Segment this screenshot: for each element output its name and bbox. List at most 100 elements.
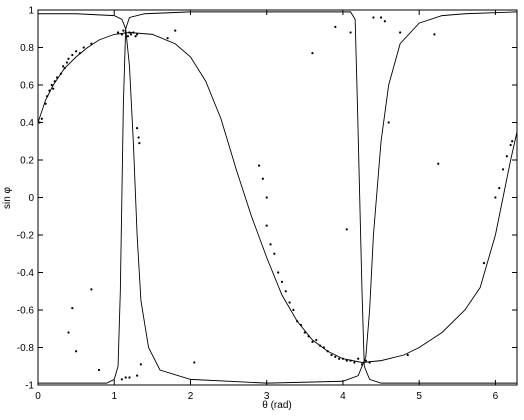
- scatter-point: [288, 301, 291, 304]
- plot-frame: [37, 9, 518, 386]
- scatter-point: [48, 89, 51, 92]
- scatter-point: [433, 33, 436, 36]
- scatter-point: [334, 25, 337, 28]
- scatter-point: [330, 353, 333, 357]
- scatter-point: [128, 376, 131, 379]
- y-tick-label: -0.6: [17, 306, 35, 317]
- scatter-point: [387, 121, 390, 124]
- scatter-point: [383, 20, 386, 23]
- scatter-point: [46, 95, 49, 98]
- y-tick-label: 0.2: [20, 156, 34, 167]
- scatter-point: [509, 143, 512, 147]
- scatter-point: [349, 31, 352, 34]
- y-tick-label: 0: [28, 193, 34, 204]
- y-tick-label: 1: [28, 6, 34, 17]
- scatter-point: [120, 33, 123, 36]
- scatter-point: [501, 168, 505, 171]
- x-tick-label: 0: [35, 391, 41, 402]
- scatter-point: [65, 61, 69, 64]
- scatter-point: [62, 65, 65, 68]
- scatter-point: [71, 53, 74, 57]
- x-tick-label: 4: [340, 391, 346, 402]
- y-tick-label: 0.4: [20, 118, 34, 129]
- y-tick-label: -0.2: [17, 231, 35, 242]
- scatter-point: [59, 72, 62, 75]
- scatter-point: [78, 52, 82, 55]
- scatter-point: [166, 37, 169, 40]
- scatter-point: [311, 52, 314, 55]
- scatter-point: [137, 136, 140, 139]
- scatter-point: [261, 177, 264, 180]
- scatter-point: [67, 331, 70, 334]
- scatter-point: [38, 121, 41, 124]
- x-tick-label: 6: [493, 391, 499, 402]
- scatter-point: [129, 33, 133, 36]
- scatter-point: [53, 80, 56, 83]
- y-tick-label: -0.4: [17, 268, 35, 279]
- curve: [38, 11, 518, 384]
- scatter-point: [399, 31, 402, 34]
- scatter-point: [296, 320, 299, 323]
- x-tick-label: 3: [264, 391, 270, 402]
- y-tick-label: 0.6: [20, 81, 34, 92]
- scatter-point: [90, 288, 93, 291]
- scatter-point: [63, 67, 66, 70]
- scatter-point: [364, 359, 367, 362]
- scatter-point: [265, 196, 268, 199]
- scatter-point: [368, 361, 371, 364]
- y-tick-label: 0.8: [20, 43, 34, 54]
- scatter-point: [322, 346, 325, 349]
- scatter-point: [292, 308, 295, 312]
- scatter-point: [338, 357, 341, 360]
- scatter-point: [136, 33, 139, 36]
- scatter-point: [139, 363, 143, 366]
- scatter-point: [307, 335, 310, 338]
- scatter-point: [505, 155, 508, 158]
- scatter-point: [120, 378, 123, 381]
- scatter-point: [315, 338, 318, 342]
- scatter-point: [90, 42, 93, 45]
- scatter-point: [193, 361, 196, 364]
- scatter-point: [134, 35, 137, 38]
- x-tick-label: 1: [111, 391, 117, 402]
- scatter-point: [136, 374, 139, 377]
- scatter-point: [174, 29, 177, 32]
- scatter-point: [498, 187, 501, 190]
- scatter-point: [257, 164, 261, 167]
- scatter-point: [55, 76, 59, 79]
- scatter-point: [116, 31, 120, 34]
- curve: [38, 11, 517, 384]
- scatter-point: [299, 323, 303, 327]
- scatter-point: [124, 31, 127, 34]
- scatter-point: [126, 35, 130, 38]
- scatter-point: [138, 142, 141, 145]
- scatter-point: [71, 307, 74, 310]
- scatter-point: [136, 127, 139, 130]
- scatter-point: [124, 376, 127, 379]
- scatter-point: [280, 280, 284, 283]
- scatter-point: [341, 357, 345, 360]
- scatter-point: [67, 57, 70, 60]
- scatter-point: [357, 357, 360, 360]
- scatter-point: [437, 162, 440, 165]
- scatter-point: [349, 359, 352, 362]
- scatter-point: [273, 252, 276, 255]
- scatter-point: [277, 271, 280, 274]
- scatter-point: [334, 355, 337, 358]
- scatter-point: [265, 224, 268, 227]
- scatter-point: [97, 368, 101, 372]
- y-axis-label: sin φ: [2, 186, 13, 209]
- scatter-point: [303, 331, 306, 334]
- scatter-point: [132, 31, 135, 34]
- scatter-point: [482, 262, 486, 265]
- scatter-point: [494, 196, 497, 199]
- scatter-point: [311, 340, 314, 343]
- scatter-point: [318, 344, 322, 347]
- scatter-point: [345, 359, 348, 362]
- scatter-point: [75, 50, 78, 53]
- x-tick-label: 5: [416, 391, 422, 402]
- scatter-point: [511, 140, 514, 143]
- scatter-point: [269, 243, 272, 246]
- scatter-point: [52, 87, 55, 90]
